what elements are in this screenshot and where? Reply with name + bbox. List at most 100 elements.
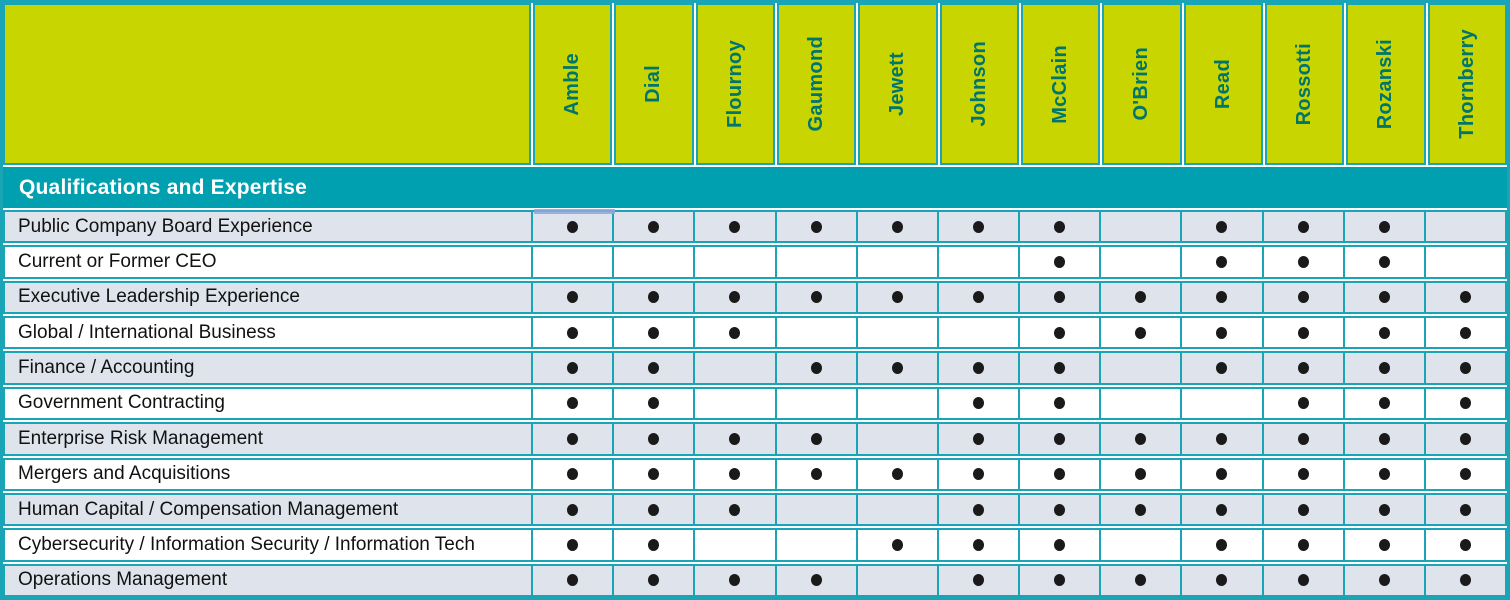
matrix-cell (1342, 565, 1424, 595)
qualification-dot-icon (1216, 256, 1228, 269)
qualification-dot-icon (1459, 574, 1471, 587)
qualification-dot-icon (1297, 432, 1309, 445)
qualification-dot-icon (1216, 326, 1228, 339)
matrix-cell (855, 282, 937, 313)
qualification-dot-icon (648, 503, 660, 516)
matrix-cell (1261, 282, 1343, 313)
column-header-thornberry: Thornberry (1427, 3, 1507, 165)
qualification-dot-icon (729, 503, 741, 516)
qualification-dot-icon (1054, 220, 1066, 233)
qualification-dot-icon (1378, 256, 1390, 269)
qualification-dot-icon (1054, 256, 1066, 269)
row-label: Executive Leadership Experience (18, 286, 301, 308)
qualification-dot-icon (648, 468, 660, 481)
matrix-cell (1099, 565, 1180, 595)
matrix-cell (774, 318, 856, 348)
matrix-cell (693, 530, 774, 560)
column-header-mcclain: McClain (1020, 3, 1101, 165)
matrix-cell (1423, 247, 1505, 277)
qualification-dot-icon (567, 432, 579, 445)
qualification-dot-icon (1297, 538, 1309, 551)
matrix-cell (612, 247, 693, 277)
qualification-dot-icon (972, 291, 984, 304)
matrix-cell (936, 318, 1018, 348)
qualification-dot-icon (1135, 432, 1147, 445)
matrix-cell (774, 530, 856, 560)
table-row: Operations Management (3, 563, 1507, 597)
header-corner-cell (3, 3, 531, 165)
qualification-dot-icon (1054, 468, 1066, 481)
matrix-cell (1261, 212, 1343, 242)
matrix-cell (855, 318, 937, 348)
matrix-cell (1342, 353, 1424, 383)
matrix-cell (1180, 459, 1261, 489)
qualification-dot-icon (1135, 291, 1147, 304)
qualification-dot-icon (972, 432, 984, 445)
matrix-cell (855, 212, 937, 242)
column-header-label: Jewett (886, 51, 909, 117)
qualification-dot-icon (1216, 291, 1228, 304)
matrix-cell (1423, 318, 1505, 348)
qualification-dot-icon (1054, 326, 1066, 339)
matrix-cell (1342, 530, 1424, 560)
matrix-cell (1099, 318, 1180, 348)
column-header-johnson: Johnson (939, 3, 1019, 165)
matrix-cell (1342, 212, 1424, 242)
qualification-dot-icon (567, 468, 579, 481)
column-header-rozanski: Rozanski (1346, 3, 1426, 165)
matrix-cell (1342, 494, 1424, 525)
matrix-cell (1342, 282, 1424, 313)
matrix-cell (693, 212, 774, 242)
matrix-cell (855, 459, 937, 489)
qualification-dot-icon (1459, 326, 1471, 339)
matrix-cell (936, 388, 1018, 419)
qualification-dot-icon (729, 432, 741, 445)
row-label: Government Contracting (18, 392, 225, 414)
matrix-cell (1180, 282, 1261, 313)
matrix-cell (774, 282, 856, 313)
matrix-cell (531, 282, 612, 313)
matrix-cell (612, 282, 693, 313)
matrix-cell (1099, 212, 1180, 242)
matrix-cell (1099, 247, 1180, 277)
qualification-dot-icon (810, 220, 822, 233)
column-header-label: Flournoy (723, 40, 746, 128)
qualification-dot-icon (1378, 220, 1390, 233)
qualification-dot-icon (648, 220, 660, 233)
qualification-dot-icon (1459, 397, 1471, 410)
matrix-cell (1261, 565, 1343, 595)
matrix-cell (531, 318, 612, 348)
qualification-dot-icon (729, 326, 741, 339)
qualification-dot-icon (1054, 574, 1066, 587)
matrix-cell (855, 530, 937, 560)
row-label: Human Capital / Compensation Management (18, 498, 399, 520)
matrix-cell (936, 530, 1018, 560)
qualification-dot-icon (1297, 362, 1309, 375)
qualification-dot-icon (810, 291, 822, 304)
qualification-dot-icon (972, 362, 984, 375)
table-row: Human Capital / Compensation Management (3, 492, 1507, 527)
qualification-dot-icon (1459, 468, 1471, 481)
column-header-label: Dial (642, 65, 665, 103)
matrix-cell (531, 530, 612, 560)
qualification-dot-icon (1297, 256, 1309, 269)
matrix-cell (531, 388, 612, 419)
qualification-dot-icon (1216, 538, 1228, 551)
matrix-cell (612, 388, 693, 419)
qualification-dot-icon (1135, 503, 1147, 516)
matrix-cell (1018, 494, 1099, 525)
qualification-dot-icon (1216, 503, 1228, 516)
matrix-cell (1261, 494, 1343, 525)
column-header-gaumond: Gaumond (776, 3, 857, 165)
matrix-cell (1423, 282, 1505, 313)
qualification-dot-icon (1378, 432, 1390, 445)
qualification-dot-icon (1378, 538, 1390, 551)
matrix-cell (531, 353, 612, 383)
matrix-cell (1180, 212, 1261, 242)
qualification-dot-icon (648, 291, 660, 304)
qualification-dot-icon (1459, 432, 1471, 445)
column-header-jewett: Jewett (858, 3, 938, 165)
matrix-cell (774, 494, 856, 525)
section-header-band: Qualifications and Expertise (3, 167, 1507, 208)
column-header-rossotti: Rossotti (1264, 3, 1345, 165)
